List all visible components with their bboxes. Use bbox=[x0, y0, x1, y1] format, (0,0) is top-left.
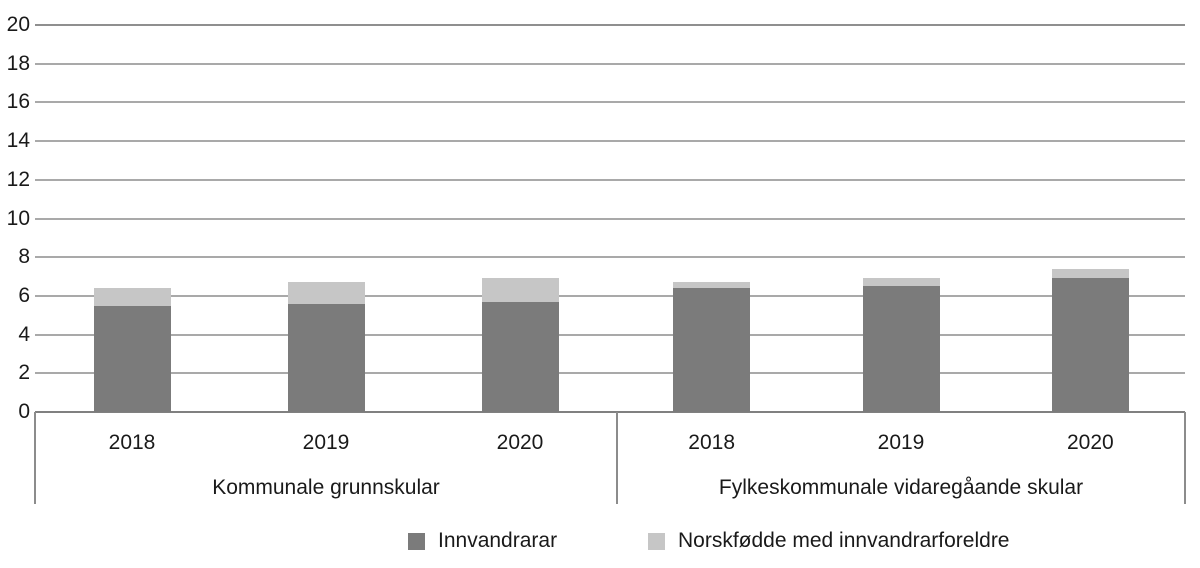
y-axis-label-4: 4 bbox=[18, 322, 30, 346]
bar-kommunale-2018 bbox=[93, 288, 171, 412]
gridline-y-16 bbox=[35, 101, 1185, 104]
y-axis-label-2: 2 bbox=[18, 361, 30, 385]
bar-segment-innvandrarar-2020 bbox=[1051, 278, 1129, 412]
x-axis-group-label-2: Fylkeskommunale vidaregåande skular bbox=[718, 476, 1084, 499]
x-axis-year-label-2018: 2018 bbox=[688, 431, 736, 454]
x-axis-year-label-2020: 2020 bbox=[496, 431, 544, 454]
bar-segment-norskfodde-2019 bbox=[287, 282, 365, 304]
gridline-y-6 bbox=[35, 294, 1185, 297]
x-axis-group-label-1: Kommunale grunnskular bbox=[212, 476, 440, 499]
y-axis-label-8: 8 bbox=[18, 245, 30, 269]
gridline-y-2 bbox=[35, 372, 1185, 375]
category-border bbox=[34, 412, 36, 504]
bar-kommunale-2019 bbox=[287, 282, 365, 412]
bar-segment-norskfodde-2018 bbox=[93, 288, 171, 306]
bar-fylkeskommunale-2019 bbox=[862, 278, 940, 412]
gridline-y-10 bbox=[35, 217, 1185, 220]
bar-segment-norskfodde-2020 bbox=[481, 278, 559, 302]
legend-label: Innvandrarar bbox=[438, 529, 558, 552]
y-axis-label-18: 18 bbox=[6, 51, 30, 75]
legend-swatch-dark bbox=[408, 532, 425, 550]
x-axis-year-label-2018: 2018 bbox=[108, 431, 156, 454]
bar-segment-innvandrarar-2018 bbox=[673, 288, 751, 412]
bar-segment-innvandrarar-2020 bbox=[481, 301, 559, 412]
y-axis-label-14: 14 bbox=[6, 129, 30, 153]
bar-segment-innvandrarar-2019 bbox=[287, 303, 365, 412]
x-axis-year-label-2019: 2019 bbox=[302, 431, 350, 454]
bar-segment-norskfodde-2020 bbox=[1051, 268, 1129, 279]
category-divider bbox=[616, 412, 618, 504]
y-axis-label-0: 0 bbox=[18, 400, 30, 423]
legend-item-norskfodde: Norskfødde med innvandrarforeldre bbox=[648, 530, 1010, 552]
y-axis-label-10: 10 bbox=[6, 206, 30, 230]
bar-segment-norskfodde-2018 bbox=[673, 282, 751, 289]
x-axis-year-label-2020: 2020 bbox=[1066, 431, 1114, 454]
bar-segment-innvandrarar-2018 bbox=[93, 305, 171, 412]
bar-fylkeskommunale-2018 bbox=[673, 282, 751, 412]
legend-item-innvandrarar: Innvandrarar bbox=[408, 530, 557, 552]
gridline-y-0 bbox=[35, 411, 1185, 413]
gridline-y-20 bbox=[35, 24, 1185, 26]
bar-segment-innvandrarar-2019 bbox=[862, 286, 940, 412]
gridline-y-14 bbox=[35, 140, 1185, 143]
bar-fylkeskommunale-2020 bbox=[1051, 268, 1129, 412]
bar-kommunale-2020 bbox=[481, 278, 559, 412]
y-axis-label-20: 20 bbox=[6, 13, 30, 36]
y-axis-label-6: 6 bbox=[18, 283, 30, 307]
gridline-y-18 bbox=[35, 62, 1185, 65]
category-border bbox=[1184, 412, 1186, 504]
x-axis-year-label-2019: 2019 bbox=[877, 431, 925, 454]
legend-swatch-light bbox=[648, 532, 665, 550]
y-axis-label-16: 16 bbox=[6, 90, 30, 114]
legend-label: Norskfødde med innvandrarforeldre bbox=[678, 529, 1010, 552]
y-axis-label-12: 12 bbox=[6, 167, 30, 191]
gridline-y-8 bbox=[35, 256, 1185, 259]
bar-segment-norskfodde-2019 bbox=[862, 278, 940, 287]
gridline-y-12 bbox=[35, 178, 1185, 181]
gridline-y-4 bbox=[35, 333, 1185, 336]
